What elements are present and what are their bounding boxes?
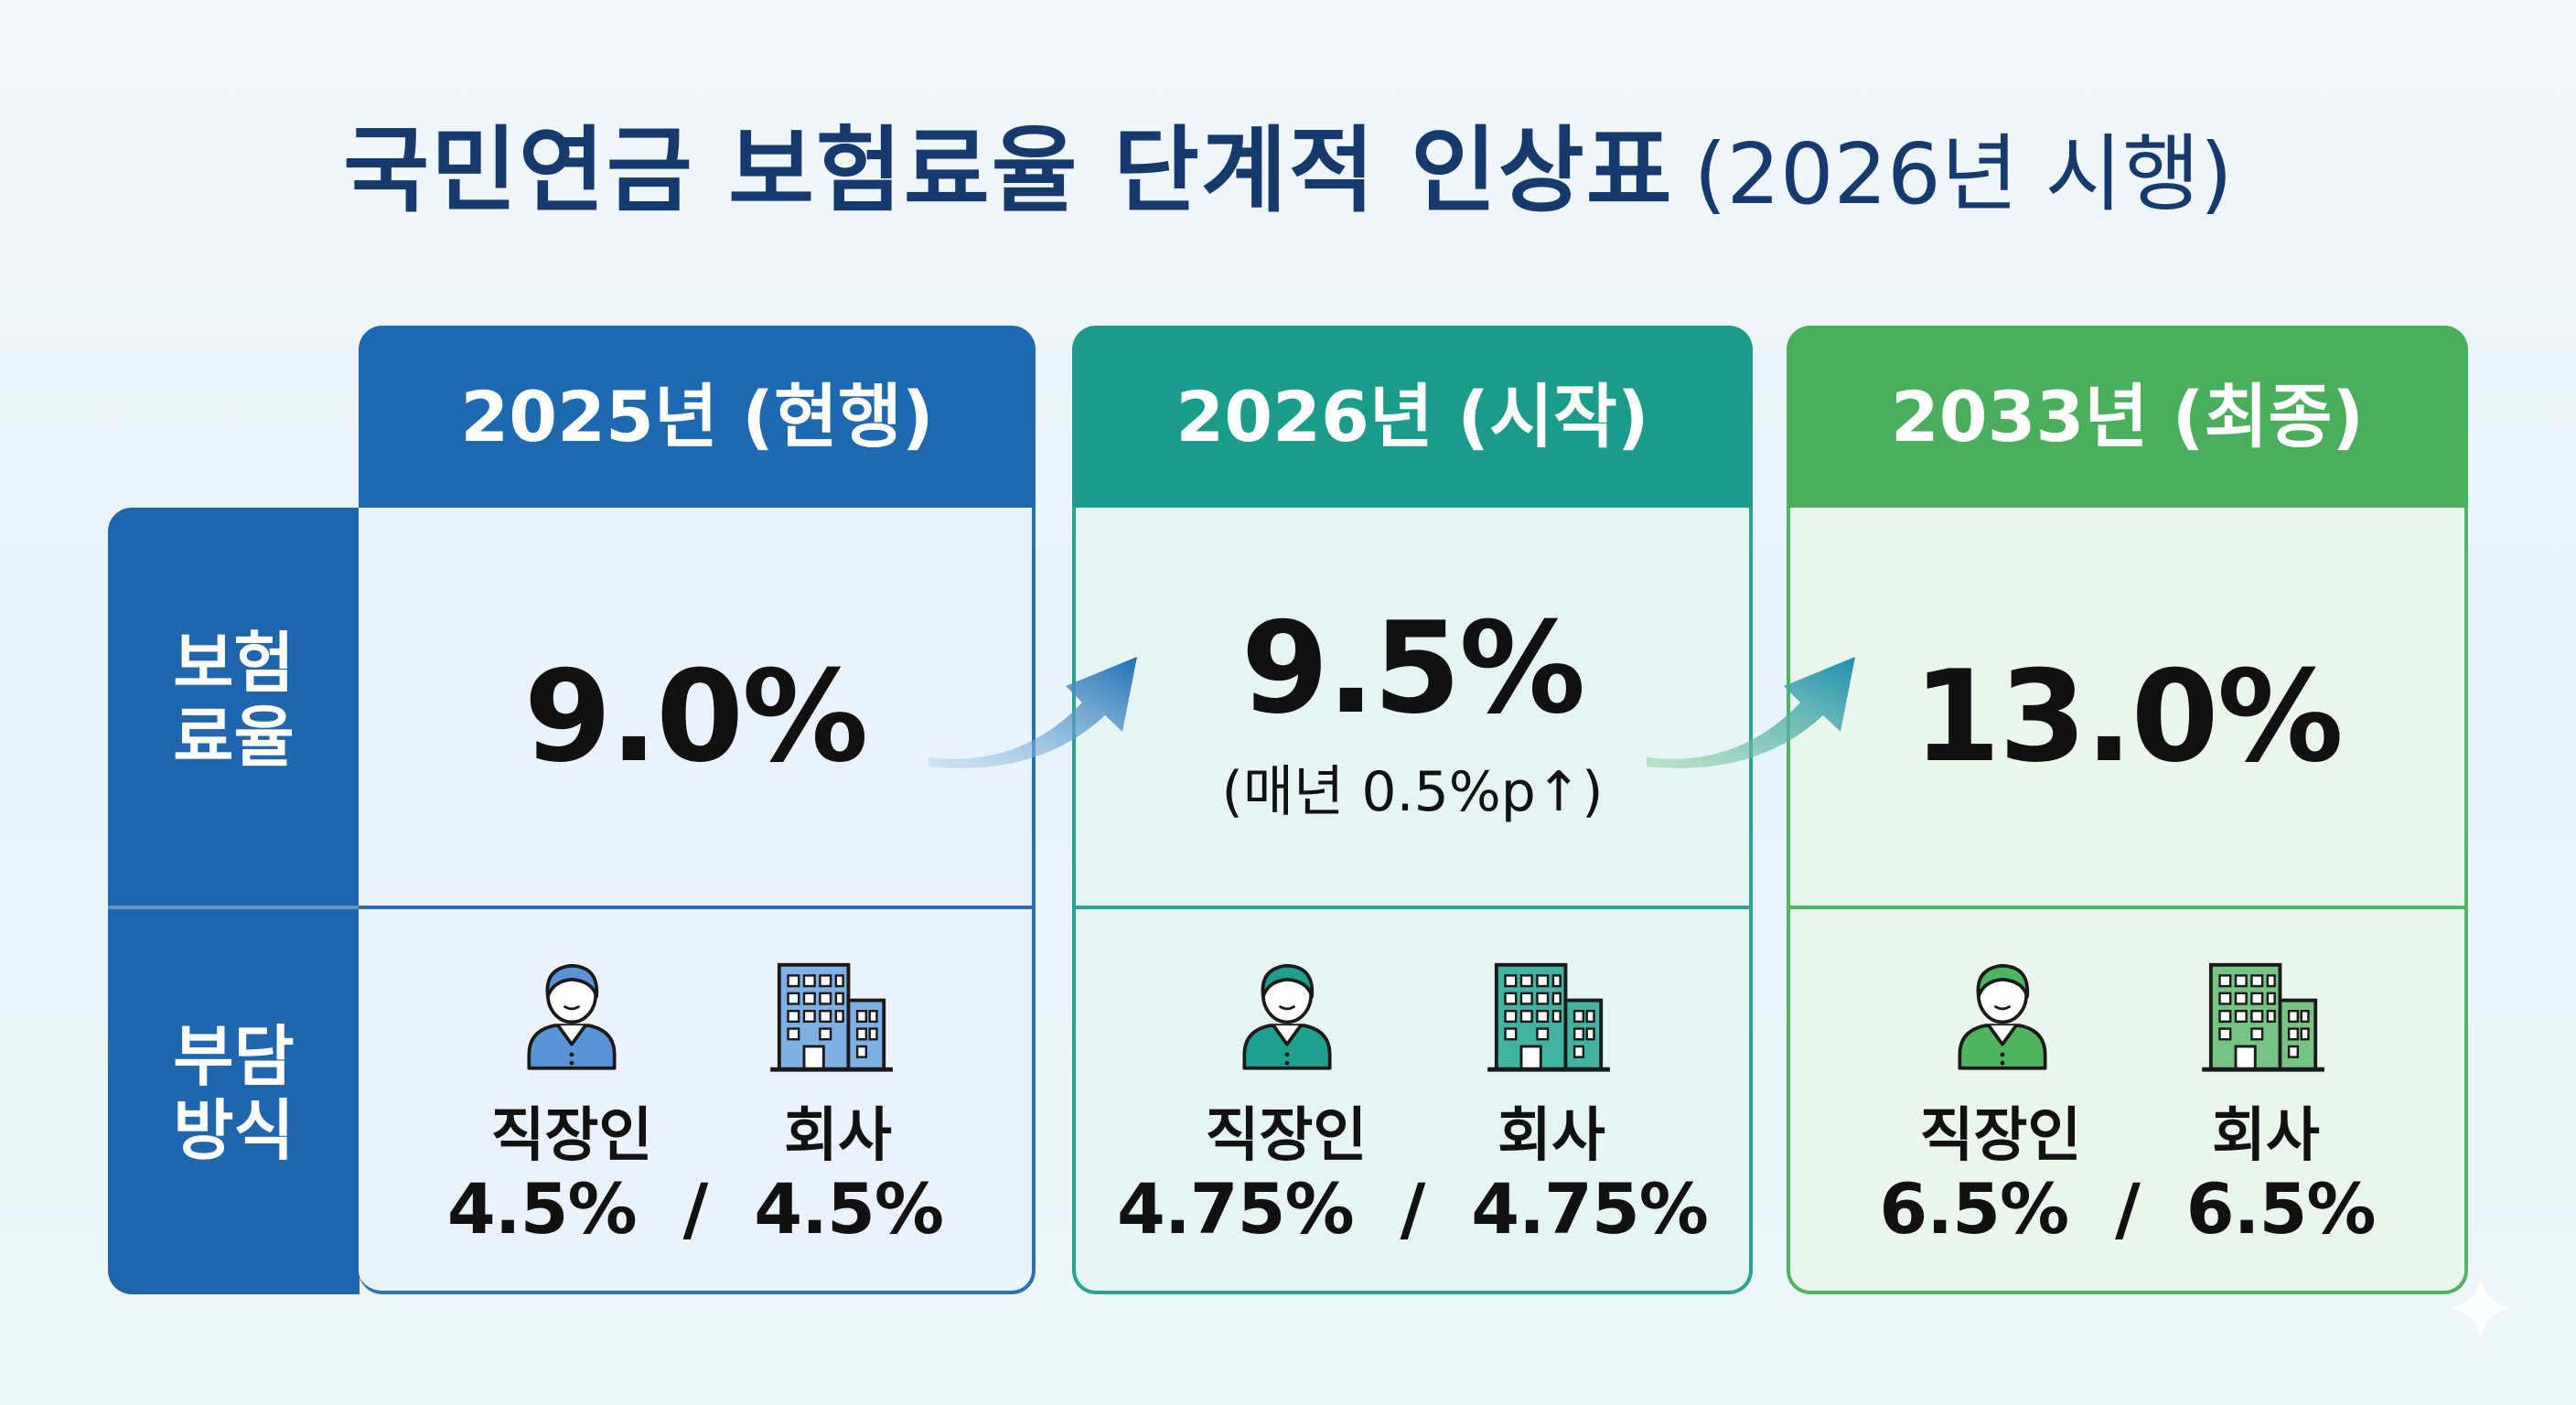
title-main: 국민연금 보험료율 단계적 인상표 — [343, 117, 1674, 226]
person-icon — [521, 959, 623, 1070]
row-label-column: 보험 료율 부담 방식 — [108, 508, 360, 1294]
employee-label: 직장인 — [490, 1102, 653, 1170]
column-body: 9.0% 직장인 회사 4.5% / 4.5% — [359, 508, 1036, 1294]
column-2033: 2033년 (최종) 13.0% 직장인 회사 6.5% / 6.5% — [1787, 326, 2468, 1294]
page-title: 국민연금 보험료율 단계적 인상표 (2026년 시행) — [0, 96, 2576, 231]
company-label: 회사 — [784, 1102, 892, 1170]
row-label-burden: 부담 방식 — [173, 1018, 295, 1169]
building-icon — [1487, 960, 1612, 1075]
rate-value: 13.0% — [1913, 643, 2344, 790]
column-body: 9.5% (매년 0.5%p↑) 직장인 회사 4.75% / 4.75% — [1072, 508, 1753, 1294]
row-divider — [1790, 906, 2464, 909]
row-divider — [359, 906, 1032, 909]
rate-value: 9.5% — [1240, 595, 1586, 742]
column-header: 2033년 (최종) — [1787, 326, 2468, 508]
employee-label: 직장인 — [1205, 1102, 1368, 1170]
rate-note: (매년 0.5%p↑) — [1221, 760, 1604, 824]
column-header: 2026년 (시작) — [1072, 326, 1753, 508]
row-label-divider — [108, 906, 360, 909]
company-label: 회사 — [2212, 1102, 2320, 1170]
person-icon — [1951, 959, 2054, 1070]
column-body: 13.0% 직장인 회사 6.5% / 6.5% — [1787, 508, 2468, 1294]
rate-value: 9.0% — [523, 643, 869, 790]
employee-label: 직장인 — [1919, 1102, 2082, 1170]
burden-split: 6.5% / 6.5% — [1879, 1168, 2376, 1249]
building-icon — [770, 960, 895, 1075]
person-icon — [1236, 959, 1338, 1070]
burden-split: 4.75% / 4.75% — [1117, 1168, 1709, 1249]
column-2026: 2026년 (시작) 9.5% (매년 0.5%p↑) 직장인 회사 4.75%… — [1072, 326, 1753, 1294]
burden-split: 4.5% / 4.5% — [446, 1168, 944, 1249]
row-label-rate: 보험 료율 — [173, 625, 295, 776]
title-sub: (2026년 시행) — [1693, 125, 2233, 223]
row-divider — [1076, 906, 1749, 909]
sparkle-icon — [2448, 1275, 2514, 1341]
building-icon — [2202, 960, 2326, 1075]
company-label: 회사 — [1497, 1102, 1605, 1170]
arrow-icon — [928, 657, 1137, 768]
column-header: 2025년 (현행) — [359, 326, 1036, 508]
arrow-icon — [1647, 657, 1855, 768]
column-2025: 2025년 (현행) 9.0% 직장인 회사 4.5% / 4.5% — [359, 326, 1036, 1294]
